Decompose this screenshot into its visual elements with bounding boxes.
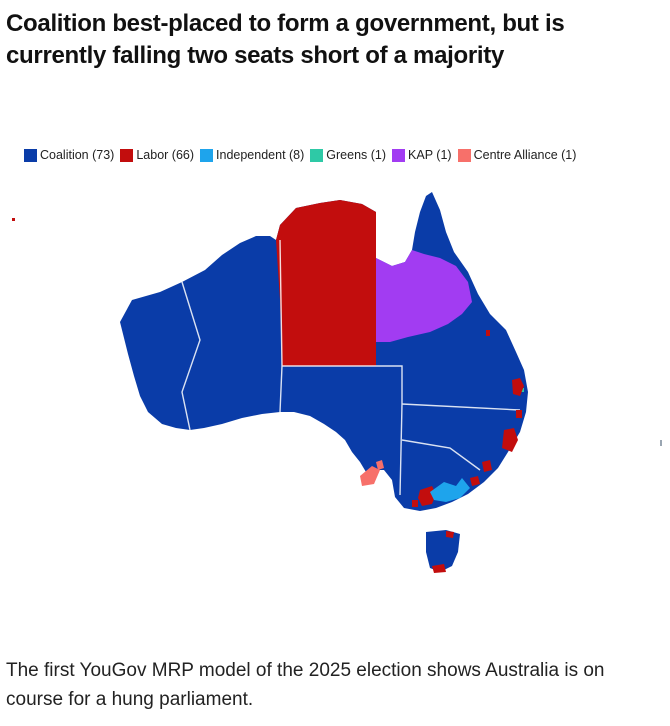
tasmania-labor-seat-north xyxy=(446,531,454,538)
legend-item-greens: Greens (1) xyxy=(310,148,386,162)
legend-label-independent: Independent (8) xyxy=(216,148,305,162)
brisbane-labor-seats xyxy=(512,378,524,396)
labor-swatch-icon xyxy=(120,148,134,162)
independent-swatch-icon xyxy=(200,148,214,162)
kap-swatch-icon xyxy=(392,148,406,162)
adelaide-centre-alliance-seats xyxy=(360,466,380,486)
legend-label-kap: KAP (1) xyxy=(408,148,452,162)
legend-item-independent: Independent (8) xyxy=(200,148,304,162)
legend-item-coalition: Coalition (73) xyxy=(24,148,114,162)
victoria-labor-seat-east xyxy=(470,476,480,486)
centre-alliance-swatch-icon xyxy=(457,148,471,162)
coalition-swatch-icon xyxy=(24,148,37,162)
geelong-labor-seat xyxy=(412,500,418,507)
legend-item-centre-alliance: Centre Alliance (1) xyxy=(457,148,577,162)
legend-item-labor: Labor (66) xyxy=(120,148,194,162)
map-legend: Coalition (73) Labor (66) Independent (8… xyxy=(24,148,664,162)
sa-centre-alliance-seat xyxy=(376,460,384,470)
legend-label-greens: Greens (1) xyxy=(326,148,387,162)
canberra-labor-seat xyxy=(482,460,492,472)
kap-region xyxy=(376,250,472,342)
perth-labor-mark xyxy=(12,218,15,221)
tasmania-coalition-region xyxy=(426,530,460,572)
legend-label-coalition: Coalition (73) xyxy=(40,148,115,162)
newcastle-labor-seat xyxy=(516,410,522,418)
sydney-labor-seats xyxy=(502,428,518,452)
legend-label-centre-alliance: Centre Alliance (1) xyxy=(473,148,577,162)
legend-label-labor: Labor (66) xyxy=(136,148,195,162)
qld-labor-seat-north xyxy=(486,330,490,336)
state-borders xyxy=(181,239,521,496)
greens-swatch-icon xyxy=(310,148,324,162)
caption: The first YouGov MRP model of the 2025 e… xyxy=(6,660,605,710)
victoria-independent-seats xyxy=(430,478,470,502)
legend-item-kap: KAP (1) xyxy=(392,148,452,162)
outlying-island xyxy=(660,440,662,446)
tasmania-labor-seat-south xyxy=(432,564,446,573)
headline: Coalition best-placed to form a governme… xyxy=(6,10,565,69)
australia-electorate-map xyxy=(0,180,670,600)
australia-map-svg xyxy=(12,192,662,573)
northern-territory-labor-region xyxy=(276,200,376,366)
